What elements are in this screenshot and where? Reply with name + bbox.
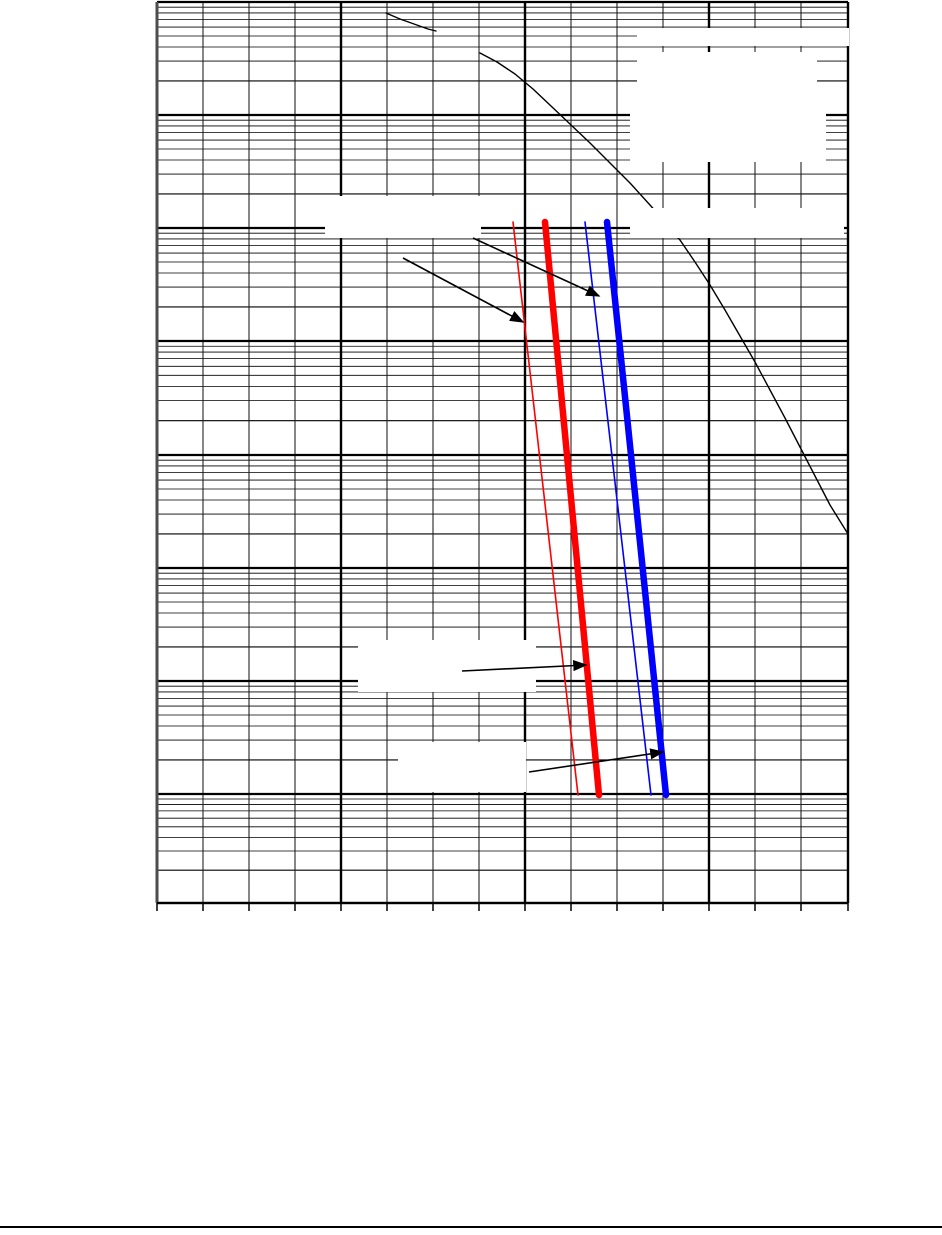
arrow-to-thin-red-upper (402, 257, 525, 323)
mask-top-right-b (637, 52, 817, 112)
thin-blue-line (584, 221, 652, 796)
label-mask-layer (325, 28, 849, 792)
mask-mid-right-b (672, 112, 824, 160)
black-curve-upper-stub (385, 12, 437, 32)
arrow-to-thick-blue-lower (528, 748, 665, 773)
thick-blue-line (603, 218, 670, 799)
mask-lower-left-b (398, 742, 526, 792)
mask-top-right-a (637, 28, 849, 46)
axis-tick-marks (156, 903, 849, 911)
arrow-to-thin-blue-upper (472, 237, 601, 297)
mask-mid-right-a (630, 208, 844, 238)
thick-red-line (541, 218, 603, 799)
axis-frame (155, 2, 849, 905)
arrow-to-thick-red-lower (461, 660, 588, 672)
annotation-arrow-layer (402, 237, 665, 773)
mask-lower-mid (380, 196, 478, 230)
mask-lower-left-a (358, 640, 536, 692)
data-series-layer (385, 12, 849, 799)
footer-divider (0, 1226, 942, 1228)
black-response-curve (479, 52, 849, 535)
thin-red-line (512, 221, 579, 796)
